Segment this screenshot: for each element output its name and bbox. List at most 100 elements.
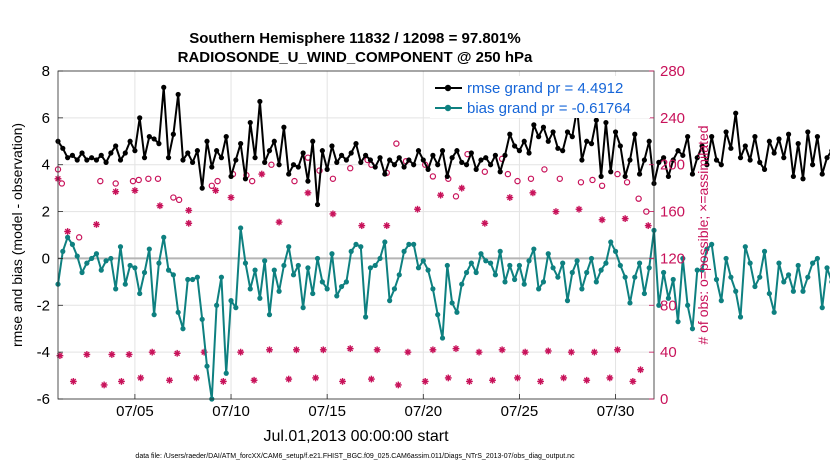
- marker-stroke: [339, 378, 346, 385]
- assimilated-obs-marker: [250, 376, 258, 384]
- bias-point: [286, 244, 292, 250]
- rmse-point: [824, 155, 830, 161]
- assimilated-obs-marker: [258, 170, 266, 178]
- legend: rmse grand pr = 4.4912 bias grand pr = -…: [430, 76, 650, 118]
- marker-stroke: [645, 222, 652, 229]
- y-axis-label: rmse and bias (model - observation): [9, 123, 25, 347]
- bias-point: [704, 246, 710, 252]
- assimilated-obs-marker: [93, 221, 100, 228]
- bias-point: [238, 225, 244, 231]
- bias-point: [526, 258, 532, 264]
- rmse-point: [569, 134, 575, 140]
- bias-point: [435, 312, 441, 318]
- bias-point: [824, 265, 830, 271]
- marker-stroke: [368, 376, 375, 382]
- bias-point: [141, 269, 148, 276]
- bias-point: [69, 241, 76, 247]
- assimilated-obs-marker: [644, 222, 652, 230]
- marker-stroke: [358, 222, 365, 229]
- assimilated-obs-marker: [69, 378, 77, 385]
- rmse-point: [622, 173, 628, 180]
- bias-line: [57, 227, 830, 400]
- assimilated-obs-marker: [125, 351, 133, 358]
- marker-stroke: [185, 207, 192, 214]
- rmse-point: [449, 155, 455, 161]
- plot-frame: [57, 70, 655, 400]
- assimilated-obs-marker: [394, 381, 402, 389]
- data-file-footnote: data file: /Users/raeder/DAI/ATM_forcXX/…: [135, 453, 575, 460]
- bias-point: [161, 234, 167, 240]
- possible-obs-marker: [145, 175, 152, 182]
- bias-point: [295, 262, 301, 269]
- rmse-point: [459, 159, 465, 165]
- rmse-point: [199, 185, 205, 191]
- rmse-point: [536, 134, 542, 140]
- assimilated-obs-marker: [83, 351, 91, 358]
- rmse-point: [512, 143, 518, 149]
- bias-point: [608, 239, 614, 245]
- legend-bias-marker: [444, 104, 452, 112]
- bias-point: [516, 262, 523, 269]
- marker-stroke: [591, 349, 598, 356]
- assimilated-obs-marker: [346, 345, 354, 353]
- y-right-tick-label: 0: [660, 391, 668, 408]
- bias-point: [396, 272, 402, 278]
- bias-point: [819, 305, 825, 311]
- bias-point: [444, 262, 450, 269]
- bias-point: [262, 258, 268, 264]
- bias-point: [795, 262, 801, 269]
- rmse-point: [608, 169, 614, 175]
- assimilated-obs-marker: [173, 349, 181, 357]
- possible-obs-marker: [504, 170, 512, 178]
- rmse-point: [430, 152, 436, 158]
- y-right-tick-label: 200: [660, 157, 685, 174]
- bias-point: [401, 248, 407, 254]
- marker-stroke: [506, 194, 513, 201]
- assimilated-obs-marker: [185, 207, 193, 214]
- bias-point: [358, 244, 364, 250]
- x-tick-label: 07/15: [308, 403, 346, 420]
- rmse-point: [391, 162, 398, 168]
- bias-point: [588, 255, 595, 262]
- bias-point: [805, 274, 811, 280]
- bias-point: [718, 298, 724, 304]
- bias-point: [170, 272, 176, 278]
- bias-point: [391, 286, 398, 292]
- rmse-point: [526, 150, 532, 156]
- rmse-point: [108, 150, 114, 156]
- possible-obs-marker: [129, 177, 137, 185]
- rmse-point: [781, 155, 787, 161]
- assimilated-obs-marker: [329, 210, 337, 218]
- y-right-tick-label: 280: [660, 63, 685, 80]
- bias-point: [319, 279, 325, 285]
- rmse-point: [545, 138, 551, 144]
- marker-stroke: [228, 194, 234, 201]
- assimilated-obs-marker: [481, 219, 489, 227]
- bias-point: [156, 260, 162, 266]
- bias-point: [459, 281, 465, 287]
- marker-stroke: [414, 206, 421, 213]
- bias-point: [367, 265, 374, 271]
- bias-point: [641, 290, 647, 297]
- assimilated-obs-marker: [358, 222, 366, 230]
- rmse-point: [709, 134, 715, 140]
- marker-stroke: [118, 378, 125, 385]
- bias-point: [122, 281, 128, 287]
- rmse-point: [84, 157, 90, 163]
- rmse-point: [728, 145, 734, 151]
- bias-point: [430, 286, 436, 292]
- assimilated-obs-marker: [506, 194, 514, 201]
- bias-point: [338, 283, 345, 290]
- rmse-point: [771, 150, 777, 156]
- rmse-point: [487, 162, 494, 168]
- bias-point: [665, 295, 672, 301]
- rmse-point: [132, 148, 138, 154]
- rmse-point: [689, 171, 696, 177]
- bias-point: [800, 288, 806, 294]
- rmse-point: [790, 173, 796, 180]
- rmse-point: [454, 148, 460, 154]
- bias-point: [329, 251, 335, 257]
- rmse-point: [598, 173, 604, 180]
- assimilated-obs-marker: [414, 205, 421, 213]
